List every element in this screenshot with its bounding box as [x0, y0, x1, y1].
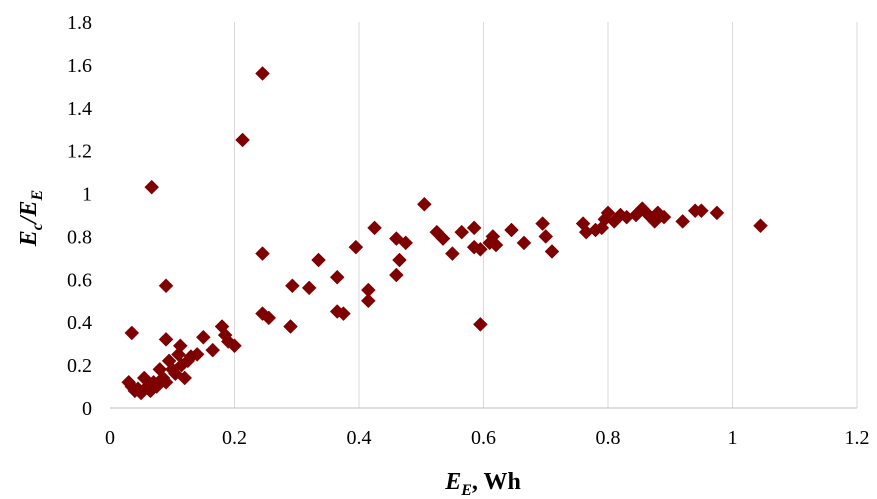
y-axis-title-mid: /E	[16, 200, 42, 225]
data-point	[158, 332, 174, 347]
y-tick-label: 1	[82, 184, 92, 206]
x-tick-label: 1.2	[845, 427, 870, 449]
data-point	[329, 269, 345, 285]
y-tick-label: 0	[82, 398, 92, 420]
y-tick-label: 0.4	[67, 312, 92, 334]
y-tick-label: 1.4	[67, 98, 92, 120]
data-point	[535, 216, 550, 231]
data-point	[283, 319, 298, 334]
y-axis-title: Ec/EE	[16, 190, 46, 247]
data-point	[172, 338, 188, 354]
data-point	[473, 317, 488, 332]
x-axis-title-suffix: , Wh	[472, 469, 521, 495]
data-point	[454, 224, 470, 240]
x-tick-labels: 0 0.2 0.4 0.6 0.8 1 1.2	[105, 427, 870, 449]
data-point	[205, 342, 221, 358]
data-point	[392, 252, 407, 268]
x-tick-label: 0.2	[222, 427, 247, 449]
data-point	[709, 205, 725, 221]
y-tick-label: 0.6	[67, 269, 92, 291]
data-point	[445, 246, 460, 261]
data-point	[656, 209, 672, 225]
data-point	[473, 241, 488, 257]
y-tick-label: 1.8	[67, 12, 92, 34]
data-point	[235, 132, 250, 148]
data-point	[417, 196, 432, 212]
y-axis-title-sub2: E	[29, 190, 46, 202]
data-point	[398, 235, 414, 251]
data-point	[227, 338, 242, 354]
y-tick-label: 0.2	[67, 355, 92, 377]
data-point	[435, 231, 451, 246]
y-tick-labels: 0 0.2 0.4 0.6 0.8 1 1.2 1.4 1.6 1.8	[67, 12, 92, 420]
data-point	[694, 203, 709, 219]
data-point	[285, 278, 300, 294]
data-point	[189, 347, 205, 362]
data-point	[177, 370, 193, 386]
x-axis-title-main: E	[444, 469, 461, 495]
y-axis-title-sub1: c	[29, 223, 46, 230]
data-point	[311, 252, 326, 268]
data-point	[466, 220, 482, 236]
x-tick-label: 0	[105, 427, 115, 449]
data-point	[196, 329, 211, 345]
data-point	[516, 235, 532, 251]
y-tick-label: 0.8	[67, 226, 92, 248]
x-axis-title: EE, Wh	[444, 469, 521, 499]
data-point	[255, 66, 270, 81]
data-points	[121, 66, 768, 401]
data-point	[544, 244, 560, 259]
x-tick-label: 0.4	[347, 427, 372, 449]
data-point	[753, 218, 768, 234]
data-point	[261, 310, 277, 326]
data-point	[488, 237, 504, 253]
grid-layer	[110, 22, 858, 409]
data-point	[360, 293, 376, 309]
y-axis-title-main1: E	[16, 230, 42, 247]
data-point	[348, 239, 364, 255]
data-point	[301, 280, 317, 296]
data-point	[600, 205, 616, 221]
data-point	[336, 306, 351, 321]
data-point	[158, 374, 174, 390]
data-point	[255, 246, 270, 261]
x-tick-label: 1	[728, 427, 738, 449]
data-point	[388, 267, 404, 283]
x-axis-title-sub: E	[460, 482, 472, 499]
data-point	[675, 214, 691, 229]
data-point	[504, 222, 519, 238]
x-tick-label: 0.8	[596, 427, 621, 449]
data-point	[124, 325, 140, 341]
x-tick-label: 0.6	[471, 427, 496, 449]
y-tick-label: 1.6	[67, 55, 92, 77]
y-tick-label: 1.2	[67, 141, 92, 163]
data-point	[144, 179, 160, 195]
data-point	[367, 220, 382, 236]
data-point	[538, 229, 554, 244]
data-point	[158, 278, 174, 294]
